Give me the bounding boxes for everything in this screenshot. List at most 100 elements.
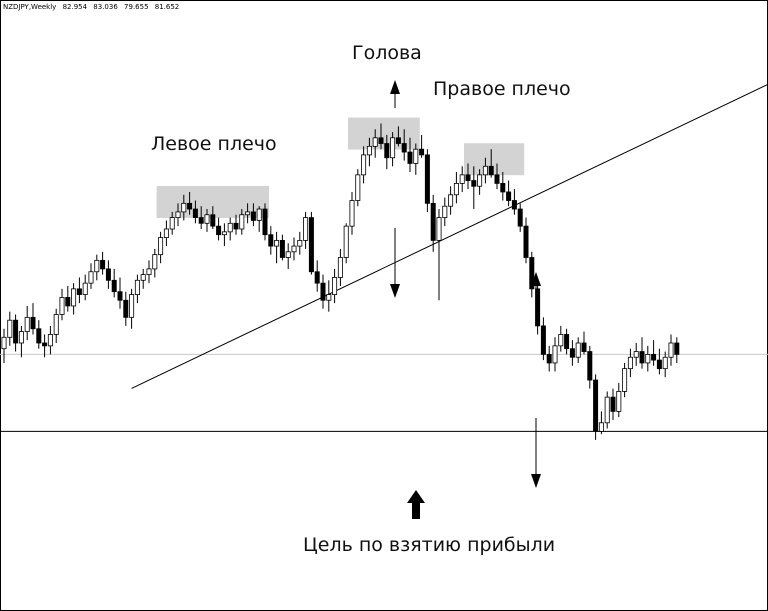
candle-body: [152, 254, 158, 270]
candle-body: [192, 208, 198, 219]
candle-body: [140, 274, 146, 281]
candle: [169, 211, 175, 235]
candle-body: [401, 143, 407, 153]
candle: [326, 280, 332, 312]
candle-body: [436, 217, 442, 241]
candle: [53, 308, 59, 343]
candle-body: [581, 342, 587, 352]
candle: [216, 217, 222, 241]
candle: [517, 203, 523, 232]
arrow-head: [390, 284, 400, 298]
candle-body: [88, 271, 94, 284]
candle-body: [163, 228, 169, 238]
candle: [448, 186, 454, 215]
candle-body: [279, 239, 285, 258]
candle: [552, 337, 558, 372]
candle-body: [250, 211, 256, 221]
candle: [36, 320, 42, 349]
candle: [633, 343, 639, 366]
candle-body: [291, 245, 297, 253]
candle-body: [378, 137, 384, 144]
candle-body: [419, 148, 425, 156]
candle-body: [94, 259, 100, 273]
candle: [668, 334, 674, 366]
candle: [332, 268, 338, 304]
candle-body: [407, 151, 413, 164]
candle-body: [146, 268, 152, 275]
candle-body: [587, 351, 593, 381]
candle: [471, 166, 477, 210]
breakout-arrow-up: [531, 272, 541, 300]
candle: [651, 340, 657, 366]
candle: [407, 137, 413, 172]
candle-body: [303, 217, 309, 241]
candle: [384, 134, 390, 170]
candle: [274, 231, 280, 264]
candle: [1, 328, 7, 363]
candle-body: [111, 279, 117, 293]
arrow-head: [531, 474, 541, 488]
target-marker-arrow-shape: [407, 490, 425, 519]
candle: [134, 274, 140, 304]
candle: [355, 169, 361, 207]
candle: [24, 305, 30, 341]
arrow-head: [531, 272, 541, 286]
candle: [430, 194, 436, 252]
candle-body: [552, 345, 558, 364]
candle-body: [535, 288, 541, 327]
candle: [297, 231, 303, 255]
candle: [320, 274, 326, 309]
candle-body: [268, 234, 274, 247]
candle: [598, 411, 604, 435]
candle-body: [610, 396, 616, 412]
candle: [30, 303, 36, 335]
high-value: 83.036: [93, 3, 118, 11]
candle: [587, 345, 593, 389]
candle: [181, 194, 187, 221]
candle-body: [413, 148, 419, 164]
candle: [65, 286, 71, 312]
candle-body: [256, 208, 262, 221]
candle: [117, 277, 123, 309]
candle: [395, 126, 401, 147]
candle: [100, 251, 106, 275]
arrows: [390, 80, 541, 519]
candle: [76, 277, 82, 304]
candle-body: [529, 257, 535, 290]
head-highlight: [348, 117, 420, 150]
candle: [204, 209, 210, 232]
candle-body: [651, 353, 657, 361]
candle: [546, 345, 552, 372]
arrow-head: [390, 80, 400, 94]
candle: [424, 149, 430, 212]
candle: [105, 260, 111, 289]
symbol-label: NZDJPY,Weekly: [3, 3, 57, 11]
head-label: Голова: [352, 42, 422, 64]
candle-body: [430, 202, 436, 241]
candle-body: [181, 202, 187, 213]
candle-body: [7, 319, 13, 338]
candle: [610, 388, 616, 420]
candle-body: [76, 288, 82, 295]
candle-body: [308, 217, 314, 273]
candle: [13, 314, 19, 352]
candle-body: [221, 231, 227, 236]
candle-body: [65, 296, 71, 307]
candle-body: [129, 294, 135, 318]
candle: [256, 206, 262, 232]
candle-body: [13, 319, 19, 344]
low-value: 79.655: [124, 3, 149, 11]
candle: [511, 189, 517, 215]
candle: [59, 288, 65, 321]
candle: [314, 260, 320, 292]
candle-body: [488, 165, 494, 176]
candle-body: [372, 137, 378, 147]
candle: [477, 169, 483, 195]
candle-body: [262, 208, 268, 236]
candle-body: [297, 239, 303, 247]
candle: [372, 129, 378, 158]
candle: [500, 172, 506, 201]
candle-body: [105, 268, 111, 281]
candle: [436, 209, 442, 301]
